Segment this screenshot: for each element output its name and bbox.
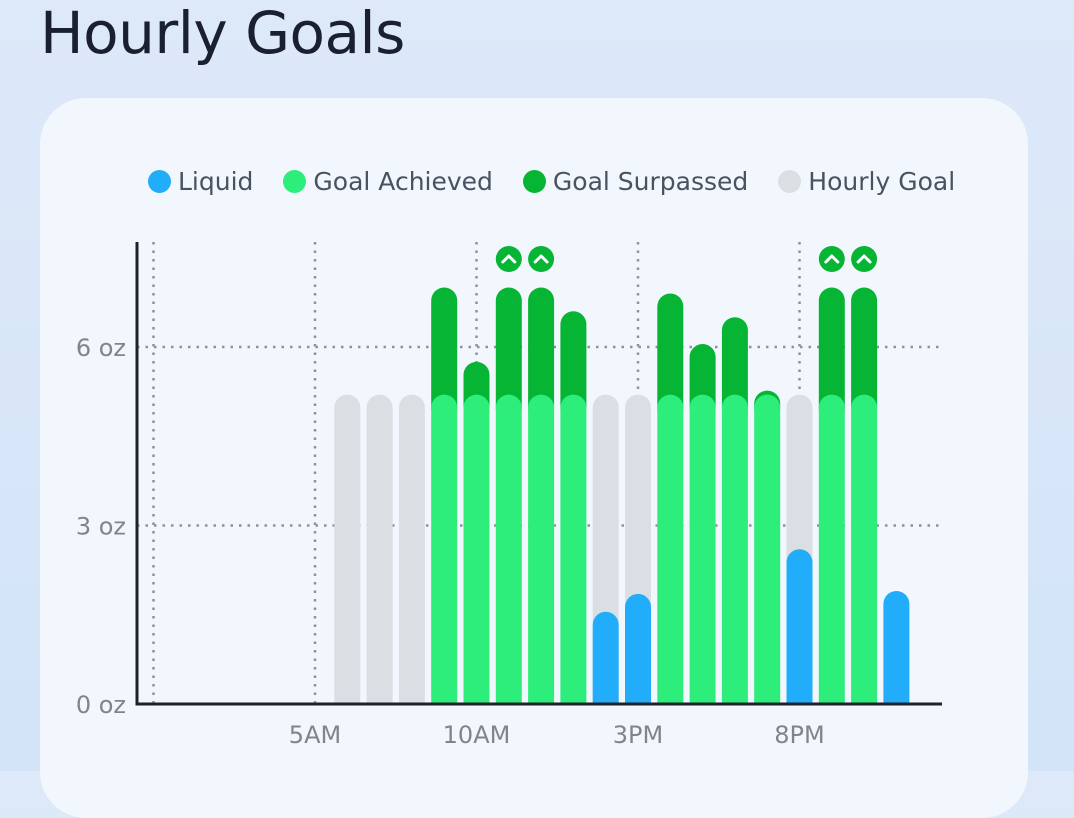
bar-goal-achieved [689, 394, 716, 704]
legend-dot [148, 169, 171, 193]
bar-goal-achieved [721, 394, 748, 704]
bar-goal-achieved [463, 394, 490, 704]
bar-goal-achieved [431, 394, 458, 704]
legend-item-goal-achieved: Goal Achieved [283, 167, 493, 196]
legend-item-liquid: Liquid [148, 167, 253, 196]
bar-goal-surpassed [528, 287, 555, 410]
legend-dot [778, 169, 802, 193]
bar-goal-achieved [754, 394, 781, 704]
bar-hourly-goal [366, 394, 393, 704]
page-title: Hourly Goals [40, 0, 405, 67]
bar-liquid [786, 549, 813, 704]
bar-goal-surpassed [560, 311, 587, 410]
legend-label: Goal Achieved [313, 166, 493, 196]
bar-goal-achieved [851, 394, 878, 704]
chevron-up-icon [856, 254, 872, 264]
capped-arrow-icon [495, 246, 522, 272]
chart-legend: Liquid Goal Achieved Goal Surpassed Hourly … [148, 164, 955, 198]
hourly-goals-chart: 0 oz 3 oz 6 oz 5AM 10AM 3PM 8PM [76, 242, 942, 749]
chevron-up-icon [501, 254, 517, 264]
bar-goal-achieved [818, 394, 845, 704]
x-tick-label: 5AM [289, 721, 341, 749]
legend-label: Goal Surpassed [552, 166, 749, 196]
chevron-up-icon [533, 254, 549, 264]
legend-label: Liquid [178, 166, 254, 196]
capped-arrow-icon [528, 246, 555, 272]
bar-goal-achieved [495, 394, 522, 704]
bar-goal-achieved [560, 394, 587, 704]
bar-goal-achieved [528, 394, 555, 704]
capped-arrow-icon [851, 246, 878, 272]
legend-dot [283, 169, 307, 193]
legend-item-hourly-goal: Hourly Goal [778, 167, 955, 196]
bar-hourly-goal [334, 394, 361, 704]
y-tick-label: 0 oz [76, 691, 126, 719]
legend-dot [522, 169, 546, 193]
bar-goal-surpassed [495, 287, 522, 410]
y-tick-label: 6 oz [76, 334, 126, 362]
bar-goal-surpassed [657, 293, 684, 410]
capped-arrow-icon [818, 246, 845, 272]
bar-goal-surpassed [431, 287, 458, 410]
chevron-up-icon [824, 254, 840, 264]
bar-goal-surpassed [851, 287, 878, 410]
bar-liquid [883, 590, 910, 704]
x-tick-label: 3PM [613, 721, 663, 749]
x-tick-label: 8PM [774, 721, 824, 749]
bar-liquid [592, 611, 619, 704]
bar-hourly-goal [398, 394, 425, 704]
bar-goal-surpassed [689, 344, 716, 410]
legend-label: Hourly Goal [808, 166, 956, 196]
bar-goal-achieved [657, 394, 684, 704]
bar-goal-surpassed [721, 317, 748, 410]
legend-item-goal-surpassed: Goal Surpassed [522, 166, 749, 196]
bar-goal-surpassed [818, 287, 845, 410]
x-tick-label: 10AM [443, 721, 511, 749]
y-tick-label: 3 oz [76, 513, 126, 541]
bar-liquid [625, 593, 651, 704]
